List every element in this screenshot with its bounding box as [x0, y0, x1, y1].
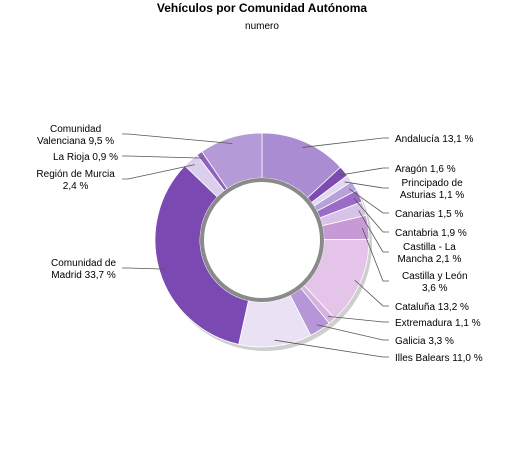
- data-label-extremadura: Extremadura 1,1 %: [395, 318, 481, 329]
- data-label-la-rioja: La Rioja 0,9 %: [53, 152, 118, 163]
- leader-line-principado-de-asturias: [344, 181, 389, 189]
- data-label-aragon: Aragón 1,6 %: [395, 164, 456, 175]
- leader-lines-layer: [122, 133, 389, 358]
- leader-line-region-de-murcia: [122, 164, 195, 180]
- leader-line-extremadura: [328, 315, 389, 323]
- data-label-cantabria: Cantabria 1,9 %: [395, 228, 467, 239]
- data-label-canarias: Canarias 1,5 %: [395, 209, 463, 220]
- slice-comunidad-de-madrid: [154, 165, 249, 345]
- donut-hole: [200, 178, 324, 302]
- data-label-region-de-murcia: Región de Murcia 2,4 %: [36, 169, 115, 192]
- leader-line-cataluna: [354, 279, 389, 307]
- leader-line-castilla-la-mancha: [358, 210, 389, 253]
- data-labels-layer: Andalucía 13,1 % Aragón 1,6 % Principado d…: [36, 124, 482, 364]
- leader-line-andalucia: [302, 137, 389, 148]
- chart-title: Vehículos por Comunidad Autónoma: [157, 1, 368, 15]
- leader-line-la-rioja: [122, 155, 203, 159]
- chart-subtitle: numero: [245, 21, 279, 32]
- data-label-comunidad-de-madrid: Comunidad de Madrid 33,7 %: [51, 258, 116, 281]
- slices-layer: [154, 132, 372, 351]
- leader-line-castilla-y-leon: [361, 227, 389, 282]
- data-label-illes-balears: Illes Balears 11,0 %: [395, 353, 483, 364]
- data-label-castilla-y-leon: Castilla y León 3,6 %: [402, 271, 468, 294]
- leader-line-cantabria: [353, 198, 389, 233]
- data-label-andalucia: Andalucía 13,1 %: [395, 134, 473, 145]
- leader-line-comunidad-valenciana: [122, 133, 233, 144]
- data-label-cataluna: Cataluña 13,2 %: [395, 302, 469, 313]
- data-label-principado-de-asturias: Principado de Asturias 1,1 %: [400, 178, 465, 201]
- leader-line-galicia: [316, 324, 389, 341]
- data-label-comunidad-valenciana: Comunidad Valenciana 9,5 %: [37, 124, 114, 147]
- leader-line-canarias: [348, 188, 389, 214]
- data-label-castilla-la-mancha: Castilla - La Mancha 2,1 %: [397, 242, 461, 265]
- leader-line-aragon: [339, 167, 389, 176]
- data-label-galicia: Galicia 3,3 %: [395, 336, 454, 347]
- leader-line-illes-balears: [274, 339, 389, 358]
- leader-line-comunidad-de-madrid: [122, 267, 166, 270]
